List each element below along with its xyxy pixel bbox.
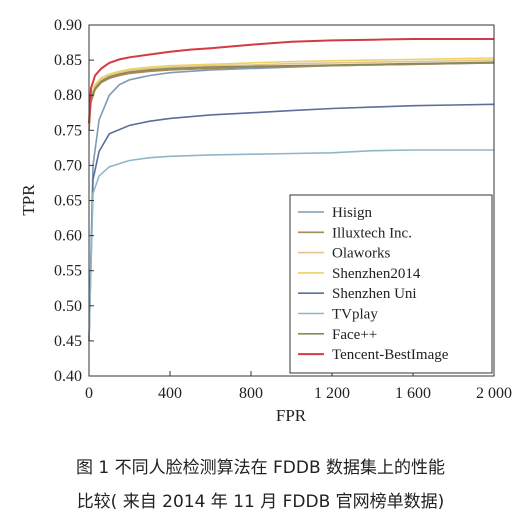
series-line-4 xyxy=(88,103,495,341)
series-line-1 xyxy=(88,62,495,131)
y-tick-label: 0.50 xyxy=(54,298,82,315)
series-line-6 xyxy=(88,61,495,124)
figure-caption-line-1: 图 1 不同人脸检测算法在 FDDB 数据集上的性能 xyxy=(75,458,446,478)
y-tick-label: 0.90 xyxy=(54,17,82,34)
legend-frame xyxy=(289,194,493,374)
legend-label-5: TVplay xyxy=(332,307,378,323)
series-line-5 xyxy=(88,149,494,341)
series-line-7 xyxy=(88,38,494,124)
y-axis-label: TPR xyxy=(19,184,38,216)
x-tick-label: 0 xyxy=(85,385,93,402)
y-tick-label: 0.45 xyxy=(54,333,82,350)
figure-caption-line-2: 比较( 来自 2014 年 11 月 FDDB 官网榜单数据) xyxy=(76,492,445,512)
legend-label-4: Shenzhen Uni xyxy=(332,286,417,302)
legend-label-7: Tencent-BestImage xyxy=(332,347,449,363)
x-tick-label: 800 xyxy=(239,385,263,402)
series-line-2 xyxy=(88,59,495,124)
y-tick-label: 0.75 xyxy=(54,122,82,139)
axes-layer: 0 400 800 1 200 1 600 2 000 0.40 0.45 0.50 0.55 0.… xyxy=(54,17,512,402)
y-tick-label: 0.65 xyxy=(54,193,82,210)
y-tick-label: 0.40 xyxy=(54,368,82,385)
legend: Hisign Illuxtech Inc. Olaworks Shenzhen2014… xyxy=(289,194,493,374)
y-tick-label: 0.70 xyxy=(54,157,82,174)
y-tick-label: 0.85 xyxy=(54,52,82,69)
legend-label-1: Illuxtech Inc. xyxy=(332,225,412,241)
x-tick-label: 1 200 xyxy=(314,385,350,402)
y-tick-label: 0.60 xyxy=(54,228,82,245)
x-tick-label: 400 xyxy=(158,385,182,402)
series-layer xyxy=(88,38,495,341)
legend-label-6: Face++ xyxy=(332,327,377,343)
y-tick-label: 0.55 xyxy=(54,263,82,280)
legend-label-0: Hisign xyxy=(332,205,373,221)
x-tick-label: 1 600 xyxy=(395,385,431,402)
y-tick-label: 0.80 xyxy=(54,87,82,104)
x-axis-label: FPR xyxy=(276,406,307,425)
legend-label-2: Olaworks xyxy=(332,246,390,262)
x-tick-label: 2 000 xyxy=(476,385,512,402)
series-line-3 xyxy=(88,57,495,117)
legend-label-3: Shenzhen2014 xyxy=(332,266,421,282)
